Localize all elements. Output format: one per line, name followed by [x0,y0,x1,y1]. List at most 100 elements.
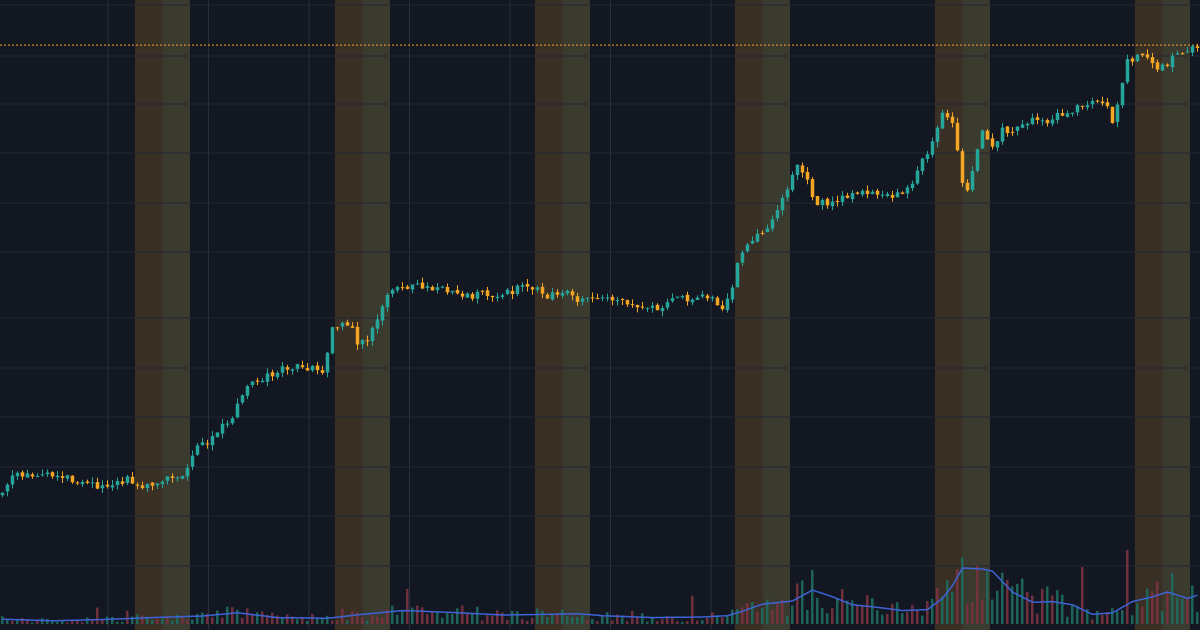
volume-bar [611,620,614,624]
candle-body [305,367,310,371]
volume-bar [981,599,984,624]
volume-bar [466,613,469,624]
volume-bar [266,615,269,624]
candle-body [290,369,295,371]
volume-bar [911,604,914,624]
candle-body [740,252,745,263]
volume-bar [296,619,299,624]
candle-body [275,372,280,378]
candle-body [330,327,335,354]
volume-bar [621,615,624,624]
candle-body [845,195,850,198]
volume-bar [76,619,79,624]
candle-body [1040,120,1045,122]
candle-body [60,476,65,478]
volume-bar [711,612,714,624]
candle-body [1050,119,1055,124]
candle-body [1180,53,1185,55]
session-band-5-a [935,0,963,630]
candle-body [890,194,895,198]
candle-body [690,299,695,303]
volume-bar [1136,603,1139,624]
volume-bar [741,607,744,624]
candle-body [675,296,680,298]
volume-bar [1096,611,1099,624]
volume-bar [71,621,74,624]
volume-bar [121,621,124,624]
volume-moving-average-line [2,567,1198,622]
candle-body [320,370,325,373]
candle-body [700,294,705,297]
volume-bar [566,616,569,624]
candle-body [175,477,180,479]
candle-body [360,340,365,345]
volume-bar [991,599,994,624]
candle-body [295,364,300,369]
candle-body [225,423,230,425]
candle-body [190,455,195,467]
volume-bar [56,622,59,624]
volume-bar [881,614,884,624]
candle-body [865,190,870,195]
candle-body [365,340,370,342]
volume-bar [896,602,899,624]
volume-bar [21,618,24,624]
candle-body [600,297,605,299]
volume-bar [406,588,409,624]
volume-bar [396,614,399,624]
candle-body [180,476,185,479]
volume-bar [691,595,694,624]
candle-body [1060,113,1065,116]
volume-bar [601,616,604,624]
volume-bar [1006,579,1009,624]
candle-body [150,482,155,486]
volume-bar [231,607,234,624]
volume-bar [1111,608,1114,624]
candle-body [115,481,120,486]
volume-bar [226,606,229,624]
candle-body [85,481,90,483]
volume-bar [251,614,254,624]
volume-bar [1171,573,1174,624]
candle-body [35,476,40,478]
candle-body [895,192,900,198]
volume-bar [346,620,349,624]
session-band-4-a [735,0,763,630]
candle-body [1165,64,1170,66]
volume-bar [686,621,689,624]
candle-body [585,297,590,299]
candle-body [1125,59,1130,83]
volume-bar [356,612,359,624]
candle-body [575,296,580,303]
volume-bar [921,615,924,624]
candle-body [435,287,440,291]
candle-body [335,327,340,329]
volume-bar [1036,613,1039,624]
volume-bar [646,621,649,624]
volume-bar [706,617,709,624]
volume-bar [671,617,674,624]
candle-body [820,199,825,206]
candle-body [340,322,345,327]
candle-body [45,472,50,475]
candle-body [470,293,475,299]
candle-body [1045,120,1050,124]
volume-bar [101,619,104,624]
volume-bar [806,609,809,624]
candle-body [880,194,885,196]
volume-bar [271,612,274,624]
candle-body [30,474,35,477]
candle-body [355,326,360,345]
volume-bar [216,610,219,624]
candle-body [5,484,10,492]
volume-bar [541,610,544,624]
volume-bar [786,615,789,624]
volume-bar [651,618,654,624]
volume-bar [626,621,629,624]
volume-bar [351,611,354,624]
candle-body [375,319,380,329]
volume-bar [166,615,169,624]
volume-bar [106,616,109,624]
candle-body [1095,100,1100,102]
